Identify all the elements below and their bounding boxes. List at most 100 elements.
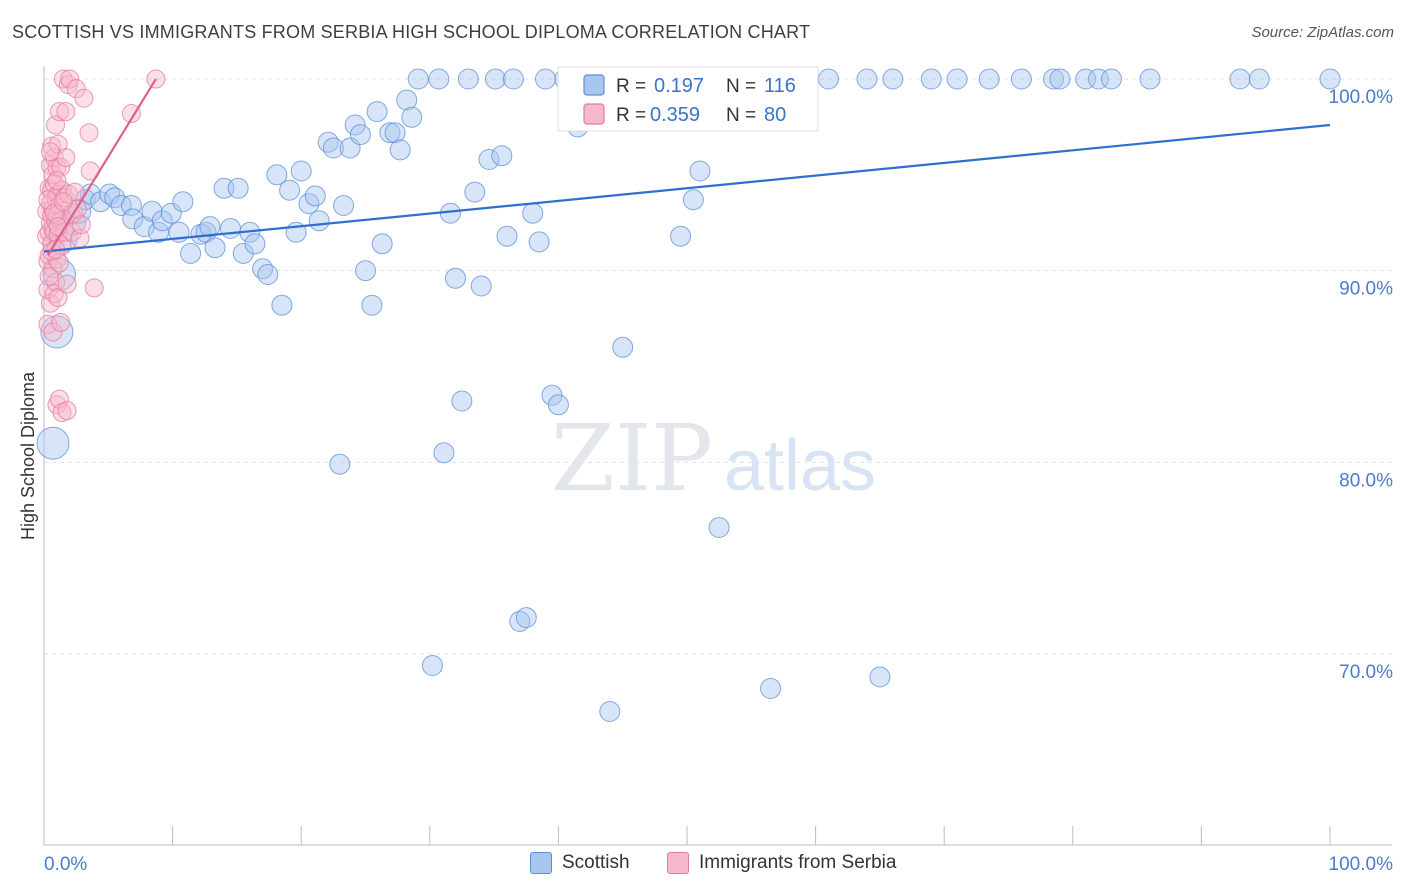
serbia-point — [57, 274, 77, 294]
chart-title: SCOTTISH VS IMMIGRANTS FROM SERBIA HIGH … — [12, 22, 811, 42]
scottish-point — [522, 202, 544, 224]
scottish-point — [1088, 68, 1109, 90]
scottish-point — [946, 68, 968, 90]
grid-layer: 70.0% 80.0% 90.0% 100.0% — [44, 78, 1394, 683]
serbia-point — [40, 293, 60, 313]
scottish-point — [361, 294, 383, 316]
points-layer — [36, 68, 1341, 722]
scottish-point — [227, 177, 249, 199]
stats-legend-swatch-pink — [583, 103, 605, 125]
serbia-point — [57, 401, 77, 421]
source-label: Source: ZipAtlas.com — [1251, 24, 1394, 41]
serbia-point — [42, 136, 62, 156]
scottish-point — [1139, 68, 1161, 90]
scottish-point — [670, 225, 692, 247]
scottish-point — [384, 122, 406, 144]
scottish-point — [329, 453, 351, 475]
scottish-point — [682, 189, 704, 211]
scottish-point — [1229, 68, 1251, 90]
scottish-point — [244, 233, 266, 255]
scottish-point — [491, 145, 513, 167]
stats-n-label-2: N = — [726, 105, 756, 126]
serbia-point — [49, 102, 69, 122]
serbia-trend-line — [46, 78, 157, 256]
scottish-point — [689, 160, 711, 182]
scottish-point — [509, 610, 531, 632]
stats-r-value-2: 0.359 — [650, 104, 700, 126]
serbia-point — [146, 69, 166, 89]
scottish-point — [180, 242, 202, 264]
serbia-point — [53, 69, 73, 89]
scottish-point — [421, 655, 443, 676]
x-tick-label: 100.0% — [1329, 854, 1394, 875]
y-tick-label: 70.0% — [1339, 662, 1393, 683]
scottish-point — [355, 260, 376, 282]
scottish-point — [1043, 68, 1064, 90]
axis-layer: 0.0% 100.0% — [43, 66, 1394, 875]
scottish-point — [344, 114, 366, 136]
scottish-point — [290, 160, 312, 182]
legend-scottish[interactable]: Scottish — [530, 852, 630, 874]
legend-swatch-serbia — [667, 852, 689, 874]
scottish-point — [978, 68, 1000, 90]
scottish-point — [484, 68, 506, 90]
scottish-point — [478, 149, 500, 170]
scottish-point — [882, 68, 904, 90]
serbia-point — [40, 142, 60, 162]
scottish-point — [333, 195, 355, 216]
watermark-atlas: atlas — [724, 426, 876, 506]
scottish-point — [48, 223, 78, 253]
scottish-point — [856, 68, 878, 90]
scottish-point — [90, 191, 112, 213]
stats-r-label-1: R = — [616, 76, 646, 97]
scottish-point — [1248, 68, 1270, 90]
scottish-point — [428, 68, 450, 90]
scottish-point — [407, 68, 429, 90]
scottish-point — [172, 191, 194, 213]
scottish-point — [547, 394, 569, 416]
y-tick-label: 100.0% — [1329, 87, 1394, 108]
scottish-point — [401, 106, 423, 128]
scottish-point — [535, 68, 556, 90]
scottish-point — [204, 237, 226, 259]
scottish-point — [1049, 68, 1071, 90]
stats-r-label-2: R = — [616, 105, 646, 126]
scottish-point — [433, 442, 455, 464]
serbia-point — [53, 192, 73, 212]
serbia-point — [71, 215, 91, 235]
scottish-point — [451, 390, 473, 412]
serbia-point — [56, 102, 76, 122]
scottish-point — [457, 68, 479, 90]
legend-swatch-scottish — [530, 852, 552, 874]
scottish-point — [160, 202, 182, 224]
legend-label-scottish: Scottish — [562, 852, 630, 873]
serbia-point — [79, 123, 99, 143]
scottish-point — [389, 139, 411, 161]
serbia-point — [60, 69, 80, 89]
scottish-point — [496, 225, 518, 247]
watermark: ZIP atlas — [551, 405, 876, 512]
scottish-point — [869, 666, 891, 688]
legend-label-serbia: Immigrants from Serbia — [699, 852, 897, 873]
serbia-point — [74, 88, 94, 108]
scottish-point — [257, 264, 279, 285]
scottish-point — [199, 216, 221, 238]
stats-n-label-1: N = — [726, 76, 756, 97]
scottish-point — [1319, 68, 1341, 90]
scottish-point — [528, 231, 550, 253]
scottish-point — [760, 678, 782, 699]
scottish-point — [502, 68, 524, 90]
scottish-point — [920, 68, 942, 90]
scottish-point — [445, 267, 466, 289]
serbia-point — [66, 79, 86, 99]
scottish-point — [266, 164, 288, 186]
scottish-point — [818, 68, 839, 90]
legend-serbia[interactable]: Immigrants from Serbia — [667, 852, 896, 874]
scottish-point — [1075, 68, 1097, 90]
watermark-zip: ZIP — [551, 405, 713, 512]
scottish-point — [515, 607, 537, 629]
y-axis-label: High School Diploma — [18, 371, 38, 540]
scottish-point — [349, 124, 371, 146]
scottish-point — [304, 185, 326, 207]
